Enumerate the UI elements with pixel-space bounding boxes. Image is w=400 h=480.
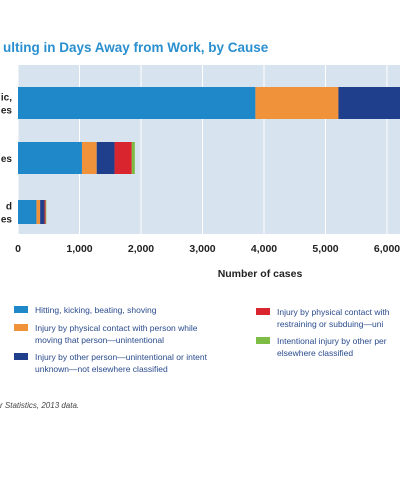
bar-segment-0-0 <box>18 87 256 119</box>
category-label-2: d es <box>1 202 13 226</box>
x-tick-label: 6,000 <box>374 243 400 255</box>
bar-segment-1-0 <box>18 142 82 174</box>
legend-label-0: Hitting, kicking, beating, shoving <box>35 305 157 315</box>
bar-segment-2-2 <box>40 200 45 224</box>
legend-item-2: Injury by other person—unintentional or … <box>14 351 234 375</box>
legend-label-2: Injury by other person—unintentional or … <box>35 352 207 374</box>
legend-label-1: Injury by physical contact with person w… <box>35 323 198 345</box>
bar-segment-2-4 <box>45 200 47 224</box>
bar-segment-2-3 <box>44 200 46 224</box>
x-tick-label: 1,000 <box>66 243 92 255</box>
x-tick-label: 5,000 <box>312 243 338 255</box>
legend-swatch-0 <box>14 306 28 313</box>
legend-label-4: Intentional injury by other per elsewher… <box>277 336 387 358</box>
x-tick-label: 3,000 <box>189 243 215 255</box>
bars <box>18 87 400 224</box>
legend-label-3: Injury by physical contact with restrain… <box>277 307 390 329</box>
x-tick-label: 0 <box>15 243 21 255</box>
bar-segment-0-1 <box>255 87 339 119</box>
x-tick-label: 2,000 <box>128 243 154 255</box>
bar-segment-1-2 <box>96 142 115 174</box>
x-axis-label: Number of cases <box>217 268 303 280</box>
legend-item-0: Hitting, kicking, beating, shoving <box>14 304 234 328</box>
bar-segment-0-2 <box>338 87 400 119</box>
category-labels: ic, es es d es <box>1 93 13 226</box>
chart-title: ulting in Days Away from Work, by Cause <box>3 40 269 55</box>
legend-item-4: Intentional injury by other per elsewher… <box>256 335 400 359</box>
x-tick-label: 4,000 <box>251 243 277 255</box>
source-note: r Statistics, 2013 data. <box>0 401 80 410</box>
bar-segment-1-1 <box>81 142 97 174</box>
bar-segment-1-3 <box>114 142 132 174</box>
legend-item-3: Injury by physical contact with restrain… <box>256 306 400 330</box>
bar-segment-2-1 <box>36 200 41 224</box>
category-label-0: ic, es <box>1 93 13 117</box>
legend-swatch-2 <box>14 353 28 360</box>
chart: ic, es es d es 0 1,000 2,000 3,000 4,000 5,000 6,0… <box>1 65 400 255</box>
legend-swatch-3 <box>256 308 270 315</box>
legend-swatch-1 <box>14 324 28 331</box>
bar-segment-1-4 <box>131 142 135 174</box>
x-tick-labels: 0 1,000 2,000 3,000 4,000 5,000 6,000 <box>15 243 400 255</box>
bar-segment-2-0 <box>18 200 37 224</box>
category-label-1: es <box>1 154 13 165</box>
legend-swatch-4 <box>256 337 270 344</box>
legend-item-1: Injury by physical contact with person w… <box>14 322 234 346</box>
